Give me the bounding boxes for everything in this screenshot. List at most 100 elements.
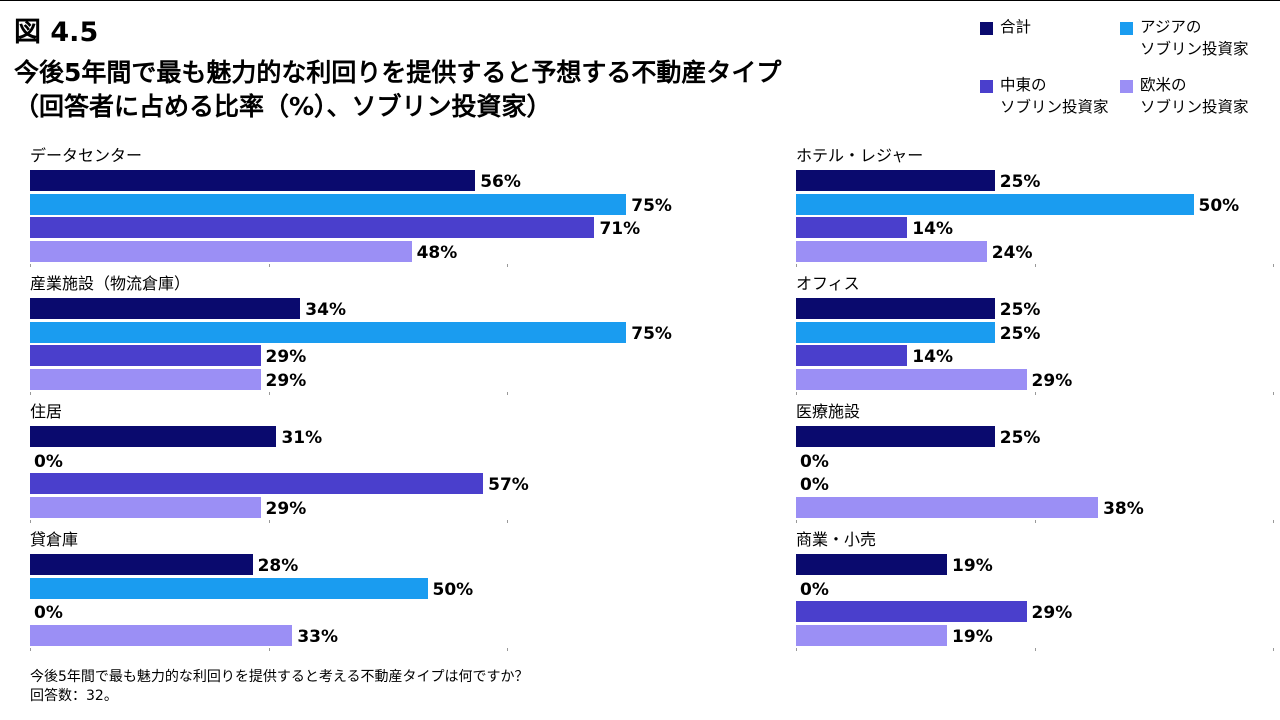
panel-4-value-total: 28% xyxy=(257,556,299,576)
footnote-respondents: 回答数：32。 xyxy=(30,688,118,704)
panel-3-bar-total xyxy=(30,426,277,447)
panel-6-value-total: 25% xyxy=(999,300,1041,320)
panel-1-value-total: 56% xyxy=(480,172,521,192)
legend-swatch-middle-east xyxy=(980,80,993,93)
panel-6-axis-tick xyxy=(796,392,797,395)
chart-title-line1: 今後5年間で最も魅力的な利回りを提供すると予想する不動産タイプ xyxy=(14,58,782,87)
panel-6-axis-tick xyxy=(1034,392,1036,395)
panel-1-axis-tick xyxy=(30,264,31,267)
panel-2-category-label: 産業施設（物流倉庫） xyxy=(30,274,191,293)
legend: 合計 アジアの ソブリン投資家 中東の ソブリン投資家 欧米の ソブリン投資家 xyxy=(980,16,1270,126)
panel-2-axis-tick xyxy=(507,392,508,395)
legend-swatch-western xyxy=(1120,80,1133,93)
panel-4-axis-tick xyxy=(507,648,508,651)
panel-7-value-total: 25% xyxy=(999,428,1041,448)
footnote: 今後5年間で最も魅力的な利回りを提供すると考える不動産タイプは何ですか？ 回答数… xyxy=(30,668,529,706)
panel-5-value-asia: 50% xyxy=(1198,196,1240,216)
footnote-question: 今後5年間で最も魅力的な利回りを提供すると考える不動産タイプは何ですか？ xyxy=(30,669,529,685)
panel-4-value-western: 33% xyxy=(297,627,339,647)
panel-2-value-western: 29% xyxy=(265,371,307,391)
panel-5-bar-asia xyxy=(796,194,1194,215)
panel-5-category-label: ホテル・レジャー xyxy=(796,146,924,165)
panel-8-bar-total xyxy=(796,554,948,575)
panel-5-value-western: 24% xyxy=(991,243,1033,263)
panel-7-axis-tick xyxy=(796,520,797,523)
panel-5-axis-tick xyxy=(796,264,797,267)
panel-6-bar-western xyxy=(796,369,1027,390)
panel-4-bar-western xyxy=(30,625,293,646)
panel-5-axis-tick xyxy=(1034,264,1036,267)
panel-7-bar-total xyxy=(796,426,995,447)
panel-2-value-total: 34% xyxy=(305,300,346,320)
panel-6-bar-asia xyxy=(796,322,995,343)
panel-7-value-asia: 0% xyxy=(800,452,829,472)
panel-8-value-total: 19% xyxy=(952,556,993,576)
panel-7-axis-tick xyxy=(1034,520,1036,523)
panel-1-bar-asia xyxy=(30,194,627,215)
panel-5-value-middle-east: 14% xyxy=(912,219,953,239)
panel-2-bar-total xyxy=(30,298,301,319)
panel-2-bar-middle-east xyxy=(30,345,261,366)
chart-right-column: ホテル・レジャー 25% 50% 14% 24% オフィス 25% 25% 14% 29% 医療施設… xyxy=(760,0,1280,720)
panel-1-value-middle-east: 71% xyxy=(599,219,641,239)
legend-label-total: 合計 xyxy=(1000,18,1032,36)
panel-7-bar-western xyxy=(796,497,1099,518)
legend-label-middle-east: 中東の ソブリン投資家 xyxy=(1000,76,1109,116)
panel-6-value-asia: 25% xyxy=(999,324,1041,344)
panel-4-category-label: 貸倉庫 xyxy=(30,530,79,549)
panel-8-axis-tick xyxy=(796,648,797,651)
panel-3-category-label: 住居 xyxy=(30,402,63,421)
panel-8-category-label: 商業・小売 xyxy=(796,530,877,549)
panel-4-bar-total xyxy=(30,554,253,575)
panel-2-bar-asia xyxy=(30,322,627,343)
panel-7-category-label: 医療施設 xyxy=(796,402,861,421)
chart-title-line2: （回答者に占める比率（%）、ソブリン投資家） xyxy=(14,92,552,121)
panel-5-bar-total xyxy=(796,170,995,191)
panel-5-bar-middle-east xyxy=(796,217,908,238)
legend-label-western: 欧米の ソブリン投資家 xyxy=(1140,76,1249,116)
panel-5-axis-tick xyxy=(1273,264,1274,267)
panel-3-bar-western xyxy=(30,497,261,518)
panel-1-bar-western xyxy=(30,241,412,262)
figure-label: 図 4.5 xyxy=(14,17,99,48)
panel-8-value-middle-east: 29% xyxy=(1031,603,1073,623)
panel-4-value-middle-east: 0% xyxy=(34,603,63,623)
panel-5-value-total: 25% xyxy=(999,172,1041,192)
panel-8-axis-tick xyxy=(1034,648,1036,651)
panel-3-axis-tick xyxy=(507,520,508,523)
panel-6-bar-middle-east xyxy=(796,345,908,366)
panel-2-axis-tick xyxy=(30,392,31,395)
panel-3-value-western: 29% xyxy=(265,499,307,519)
panel-2-value-asia: 75% xyxy=(631,324,672,344)
panel-1-bar-middle-east xyxy=(30,217,595,238)
panel-4-axis-tick xyxy=(30,648,31,651)
panel-3-axis-tick xyxy=(30,520,31,523)
chart-title: 今後5年間で最も魅力的な利回りを提供すると予想する不動産タイプ （回答者に占める… xyxy=(14,56,781,124)
panel-3-value-asia: 0% xyxy=(34,452,63,472)
panel-4-bar-asia xyxy=(30,578,428,599)
panel-2-axis-tick xyxy=(268,392,270,395)
panel-1-axis-tick xyxy=(268,264,270,267)
panel-8-value-western: 19% xyxy=(952,627,993,647)
panel-3-value-middle-east: 57% xyxy=(488,475,529,495)
panel-1-value-western: 48% xyxy=(416,243,458,263)
panel-8-bar-western xyxy=(796,625,948,646)
panel-1-category-label: データセンター xyxy=(30,146,143,165)
panel-1-bar-total xyxy=(30,170,476,191)
panel-8-axis-tick xyxy=(1273,648,1274,651)
panel-5-bar-western xyxy=(796,241,987,262)
panel-1-value-asia: 75% xyxy=(631,196,672,216)
panel-4-value-asia: 50% xyxy=(432,580,474,600)
legend-label-asia: アジアの ソブリン投資家 xyxy=(1140,18,1249,58)
panel-8-bar-middle-east xyxy=(796,601,1027,622)
panel-6-bar-total xyxy=(796,298,995,319)
panel-7-value-middle-east: 0% xyxy=(800,475,829,495)
panel-1-axis-tick xyxy=(507,264,508,267)
panel-2-bar-western xyxy=(30,369,261,390)
legend-swatch-asia xyxy=(1120,22,1133,35)
legend-swatch-total xyxy=(980,22,993,35)
panel-3-bar-middle-east xyxy=(30,473,484,494)
panel-6-axis-tick xyxy=(1273,392,1274,395)
panel-2-value-middle-east: 29% xyxy=(265,347,307,367)
panel-7-value-western: 38% xyxy=(1103,499,1144,519)
